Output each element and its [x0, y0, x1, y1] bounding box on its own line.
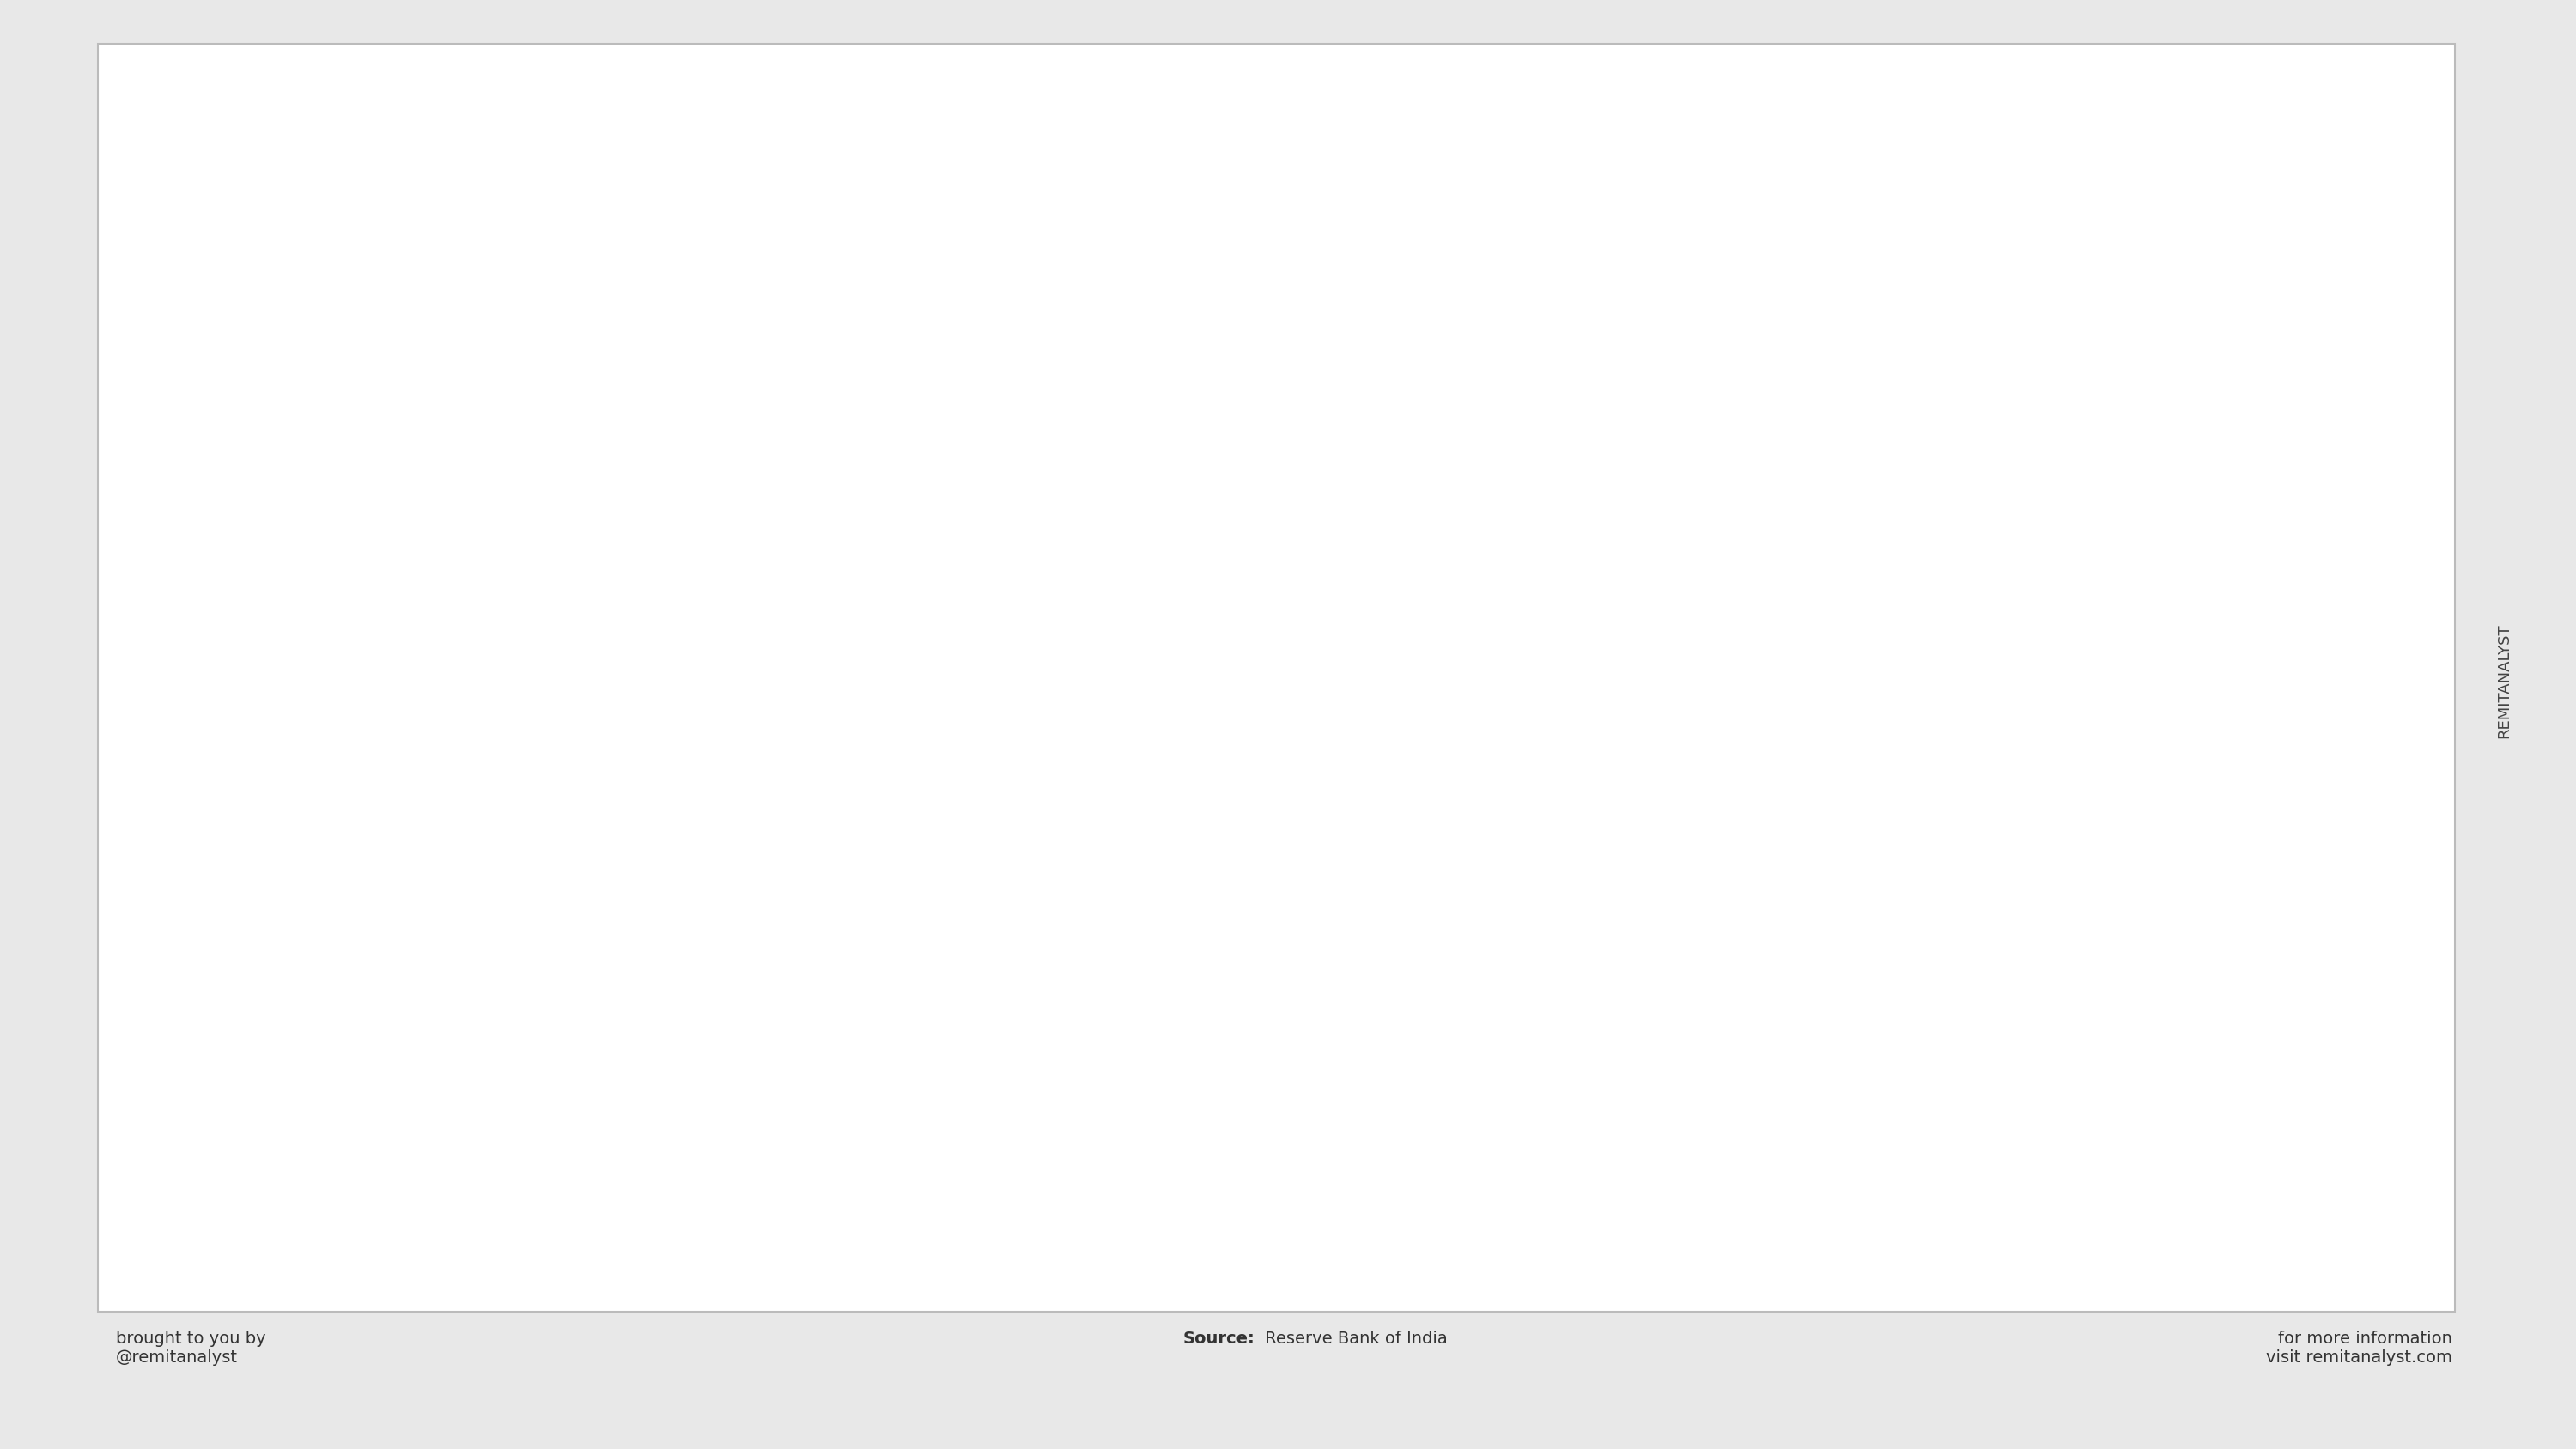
- Text: REMITANALYST: REMITANALYST: [2496, 623, 2512, 739]
- Text: 5.3: 5.3: [623, 509, 652, 526]
- Text: 4.48: 4.48: [943, 601, 984, 617]
- Text: 6.95: 6.95: [1754, 323, 1795, 339]
- Text: 7.79: 7.79: [1919, 227, 1958, 245]
- Text: 5.59: 5.59: [456, 540, 495, 556]
- Text: for more information
visit remitanalyst.com: for more information visit remitanalyst.…: [2267, 1330, 2452, 1365]
- Text: 6.07: 6.07: [1592, 485, 1633, 503]
- Text: Source:: Source:: [1182, 1330, 1255, 1346]
- Text: Reserve Bank of India: Reserve Bank of India: [1260, 1330, 1448, 1346]
- Title: India: Inflation Rate: India: Inflation Rate: [1113, 84, 1463, 113]
- Text: 6.26: 6.26: [294, 400, 332, 417]
- X-axis label: DATES: DATES: [1252, 1230, 1324, 1250]
- Text: 4.91: 4.91: [1105, 617, 1146, 633]
- Text: 6.01: 6.01: [1430, 429, 1471, 445]
- Text: brought to you by
@remitanalyst: brought to you by @remitanalyst: [116, 1330, 265, 1365]
- Text: 7.01: 7.01: [2244, 316, 2282, 333]
- Y-axis label: INDIA: INFLATION RATE (%): INDIA: INFLATION RATE (%): [173, 483, 193, 793]
- Text: 5.66: 5.66: [1267, 532, 1309, 549]
- Text: 4.35: 4.35: [781, 680, 819, 697]
- Text: 7.04: 7.04: [2081, 377, 2120, 394]
